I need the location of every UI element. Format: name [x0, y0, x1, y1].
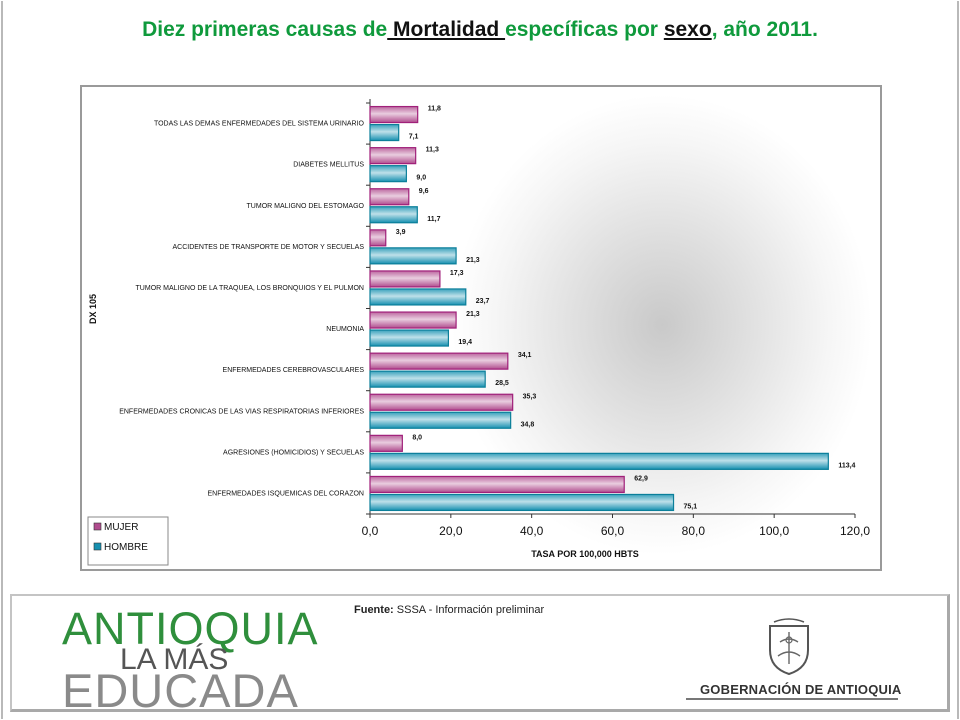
data-label: 35,3 — [523, 393, 537, 400]
category-label: TODAS LAS DEMAS ENFERMEDADES DEL SISTEMA… — [154, 121, 365, 128]
data-label: 11,3 — [426, 147, 439, 154]
mujer-bar — [369, 188, 410, 206]
x-tick-label: 20,0 — [439, 524, 463, 538]
data-label: 19,4 — [458, 339, 472, 346]
gobernacion-underline — [686, 698, 898, 700]
chart-area: TODAS LAS DEMAS ENFERMEDADES DEL SISTEMA… — [80, 85, 882, 571]
hombre-bar — [369, 288, 467, 306]
data-label: 34,8 — [521, 421, 535, 428]
data-label: 113,4 — [838, 462, 855, 469]
data-label: 34,1 — [518, 352, 532, 359]
title-text-1: Diez primeras causas de — [142, 18, 388, 41]
x-tick-label: 80,0 — [682, 524, 706, 538]
data-label: 11,7 — [427, 216, 440, 223]
hombre-bar — [369, 493, 675, 512]
mujer-bar — [369, 311, 457, 329]
source-label: Fuente: — [354, 604, 394, 616]
logo-line-antioquia: ANTIOQUIA — [62, 603, 319, 654]
category-label: TUMOR MALIGNO DEL ESTOMAGO — [247, 203, 365, 210]
x-tick-label: 60,0 — [601, 524, 625, 538]
data-label: 9,6 — [419, 188, 429, 195]
data-label: 21,3 — [466, 257, 480, 264]
mujer-bar — [369, 105, 419, 124]
logo-line-la-mas: LA MÁS — [120, 643, 229, 676]
data-label: 62,9 — [634, 475, 648, 482]
data-label: 28,5 — [495, 380, 509, 387]
bar-chart: TODAS LAS DEMAS ENFERMEDADES DEL SISTEMA… — [87, 99, 870, 566]
legend-label-mujer: MUJER — [104, 522, 138, 533]
hombre-bar — [369, 411, 512, 429]
category-label: ENFERMEDADES CRONICAS DE LAS VIAS RESPIR… — [119, 408, 364, 415]
mujer-bar — [369, 229, 387, 247]
category-label: TUMOR MALIGNO DE LA TRAQUEA, LOS BRONQUI… — [136, 285, 364, 292]
coat-of-arms-icon — [769, 618, 809, 676]
category-label: AGRESIONES (HOMICIDIOS) Y SECUELAS — [223, 449, 364, 456]
data-label: 23,7 — [476, 298, 490, 305]
title-underlined-sexo: sexo — [663, 18, 712, 41]
category-label: ENFERMEDADES ISQUEMICAS DEL CORAZON — [208, 490, 365, 497]
mujer-bar — [369, 147, 417, 165]
x-axis-title: TASA POR 100,000 HBTS — [531, 549, 639, 559]
hombre-bar — [369, 206, 418, 224]
legend-label-hombre: HOMBRE — [104, 542, 148, 553]
x-tick-label: 40,0 — [520, 524, 544, 538]
data-label: 11,8 — [428, 106, 441, 113]
logo-line-educada: EDUCADA — [62, 664, 299, 717]
x-tick-label: 120,0 — [840, 524, 870, 538]
hombre-bar — [369, 452, 829, 470]
x-tick-label: 0,0 — [362, 524, 379, 538]
mujer-bar — [369, 393, 514, 411]
data-label: 3,9 — [396, 229, 406, 236]
legend-box — [87, 516, 169, 566]
title-text-2: específicas por — [505, 18, 664, 41]
mujer-bar — [369, 270, 441, 288]
gobernacion-logo: GOBERNACIÓN DE ANTIOQUIA — [686, 618, 901, 702]
data-label: 21,3 — [466, 311, 480, 318]
mujer-bar — [369, 434, 403, 452]
legend-swatch-hombre — [93, 542, 102, 551]
data-label: 7,1 — [409, 134, 419, 141]
hombre-bar — [369, 165, 407, 183]
hombre-bar — [369, 247, 457, 265]
title-underlined-mortalidad: Mortalidad — [387, 18, 506, 41]
data-label: 75,1 — [684, 503, 698, 510]
category-label: NEUMONIA — [326, 326, 364, 333]
data-label: 9,0 — [416, 175, 426, 182]
hombre-bar — [369, 123, 400, 142]
mujer-bar — [369, 475, 625, 494]
source-note: Fuente: SSSA - Información preliminar — [354, 604, 544, 616]
mujer-bar — [369, 352, 509, 370]
category-label: ENFERMEDADES CEREBROVASCULARES — [223, 367, 365, 374]
legend-swatch-mujer — [93, 522, 102, 531]
slide-title: Diez primeras causas de Mortalidad espec… — [0, 18, 960, 42]
x-tick-label: 100,0 — [759, 524, 789, 538]
category-label: ACCIDENTES DE TRANSPORTE DE MOTOR Y SECU… — [172, 244, 364, 251]
gobernacion-text: GOBERNACIÓN DE ANTIOQUIA — [700, 682, 902, 697]
source-text: SSSA - Información preliminar — [396, 604, 545, 616]
hombre-bar — [369, 370, 486, 388]
title-text-3: , año 2011. — [711, 18, 818, 41]
hombre-bar — [369, 329, 450, 347]
category-label: DIABETES MELLITUS — [293, 162, 364, 169]
y-axis-title: DX 105 — [88, 294, 98, 324]
data-label: 17,3 — [450, 270, 464, 277]
data-label: 8,0 — [412, 434, 422, 441]
